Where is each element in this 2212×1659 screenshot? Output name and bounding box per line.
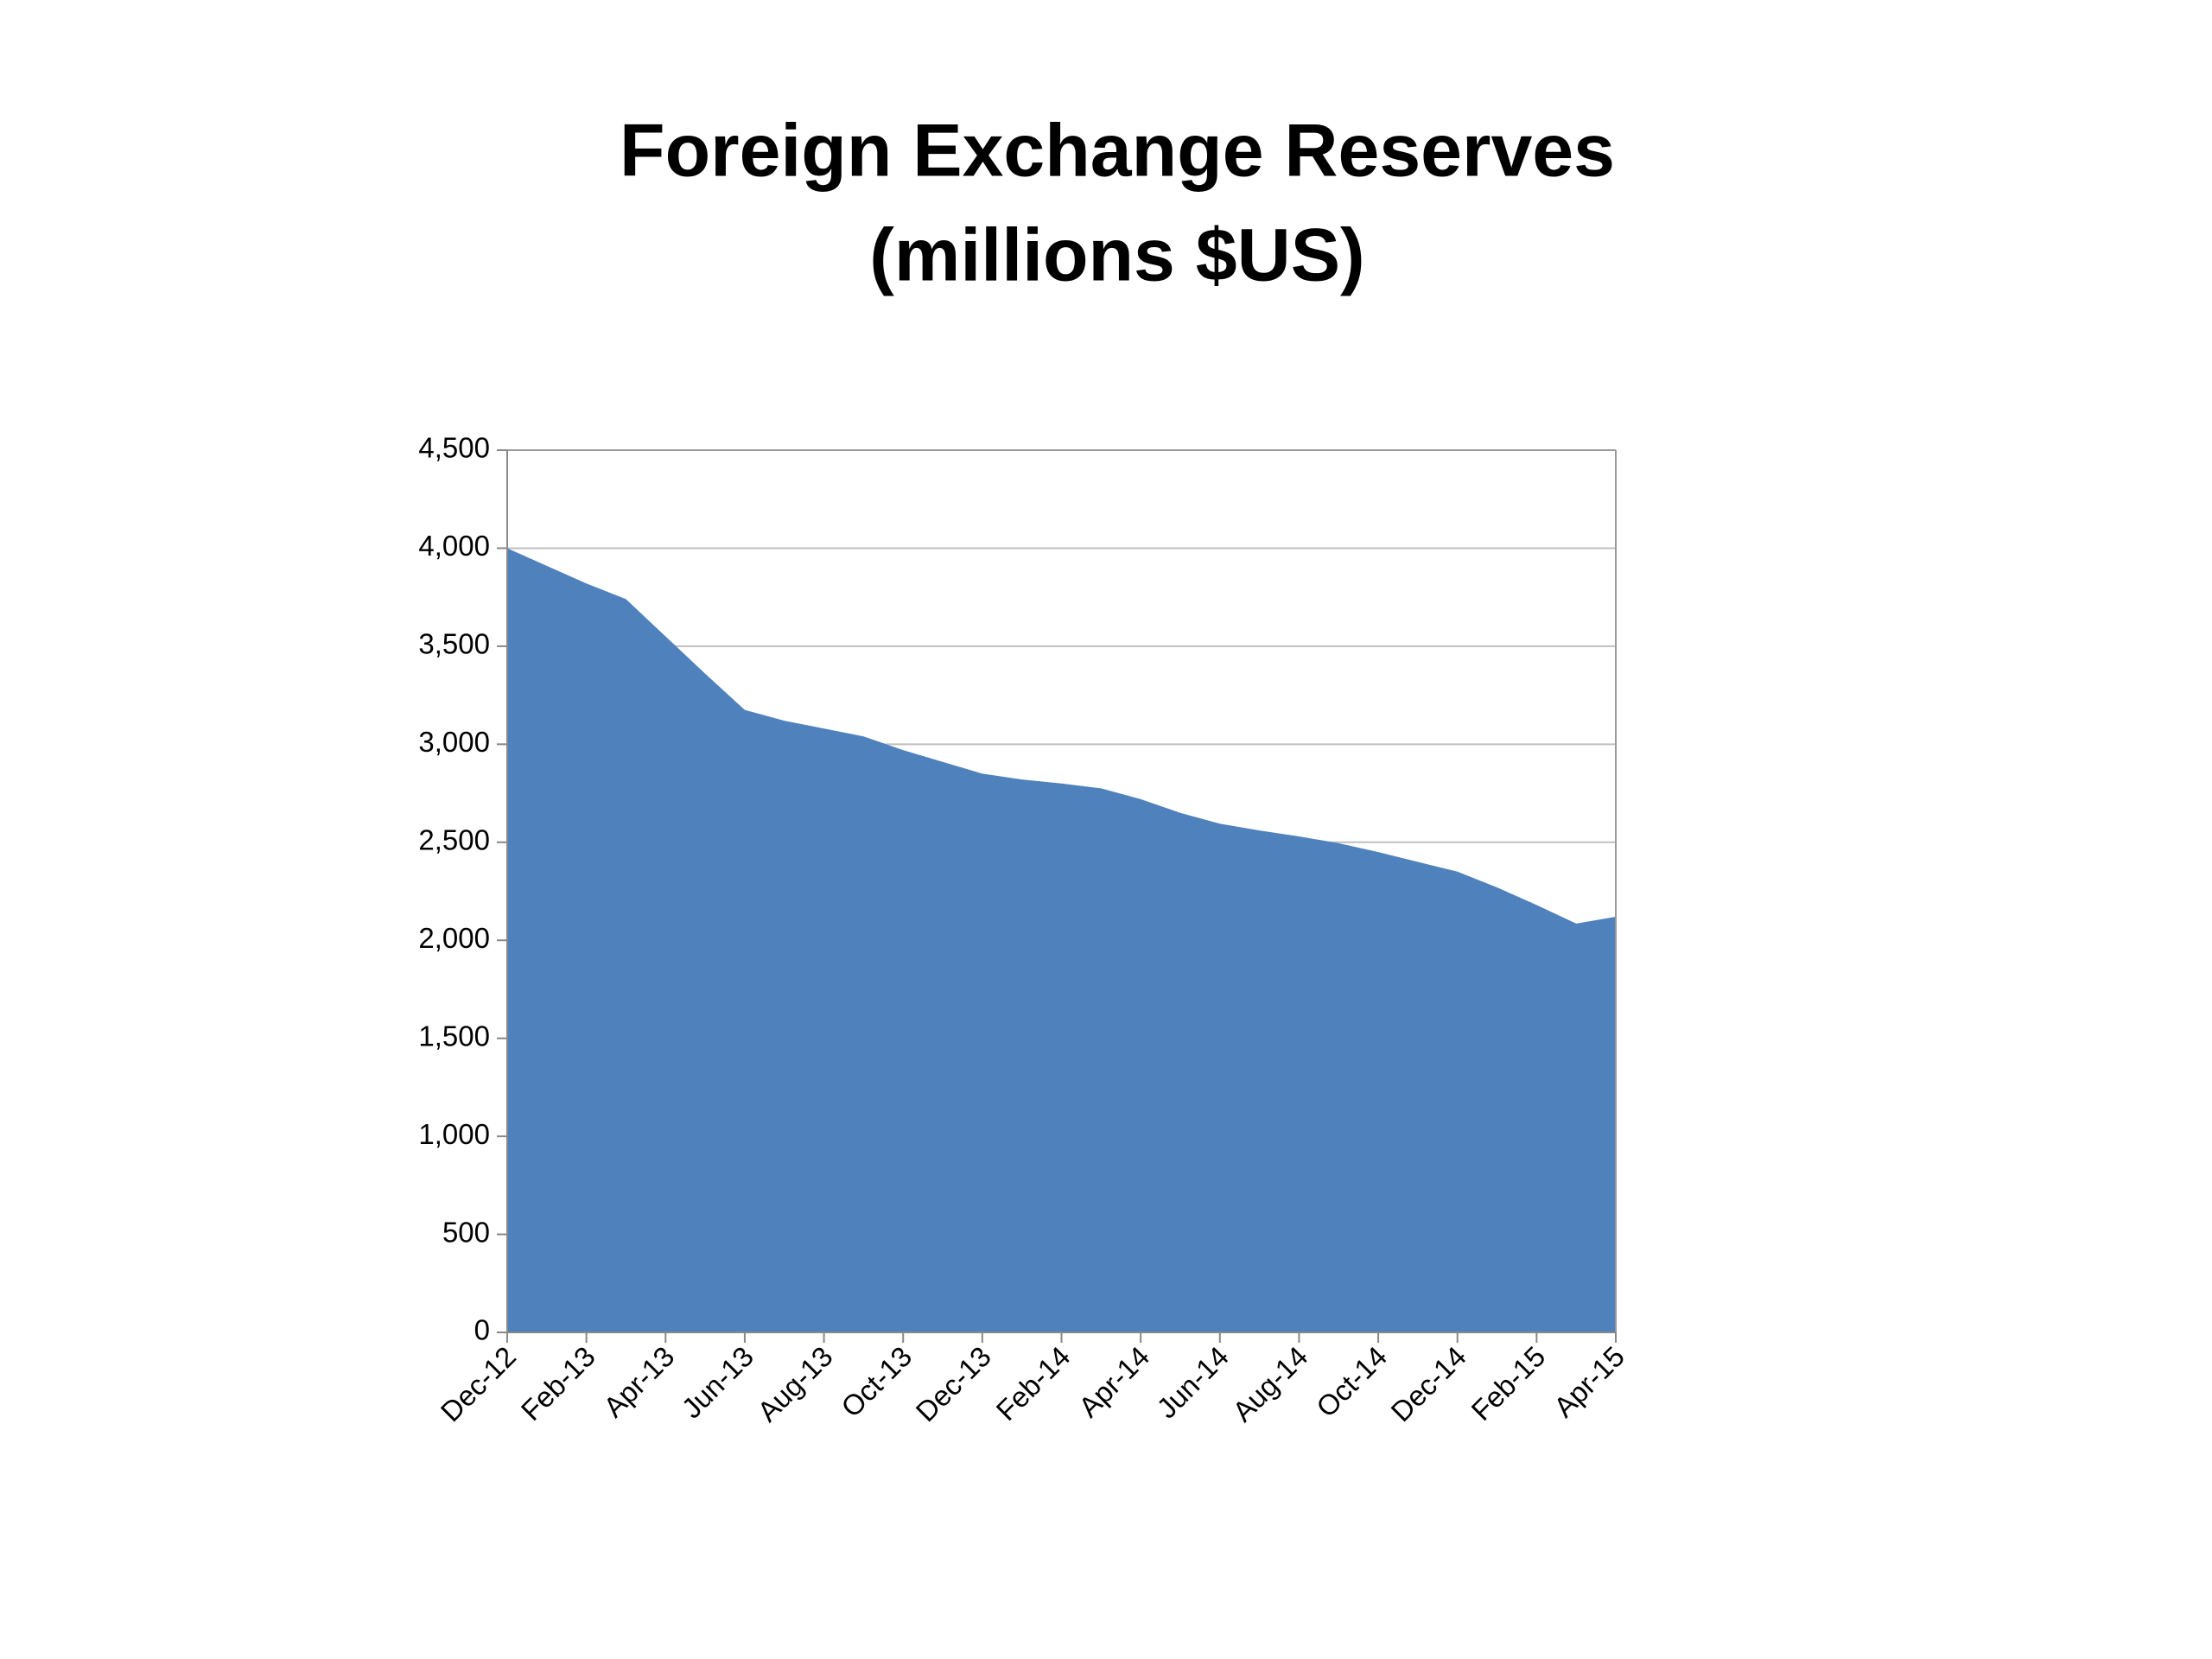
y-tick-label: 2,500 — [418, 823, 490, 855]
y-tick-label: 1,000 — [418, 1118, 490, 1150]
y-tick-label: 2,000 — [418, 922, 490, 954]
y-tick-label: 3,000 — [418, 726, 490, 758]
y-tick-label: 0 — [474, 1314, 490, 1346]
y-tick-label: 1,500 — [418, 1020, 490, 1052]
chart-title: Foreign Exchange Reserves — [620, 110, 1615, 193]
y-tick-label: 4,000 — [418, 530, 490, 562]
chart-subtitle: (millions $US) — [869, 214, 1364, 297]
y-tick-label: 500 — [442, 1216, 490, 1248]
y-tick-label: 4,500 — [418, 432, 490, 464]
y-tick-label: 3,500 — [418, 628, 490, 660]
area — [507, 548, 1616, 1332]
